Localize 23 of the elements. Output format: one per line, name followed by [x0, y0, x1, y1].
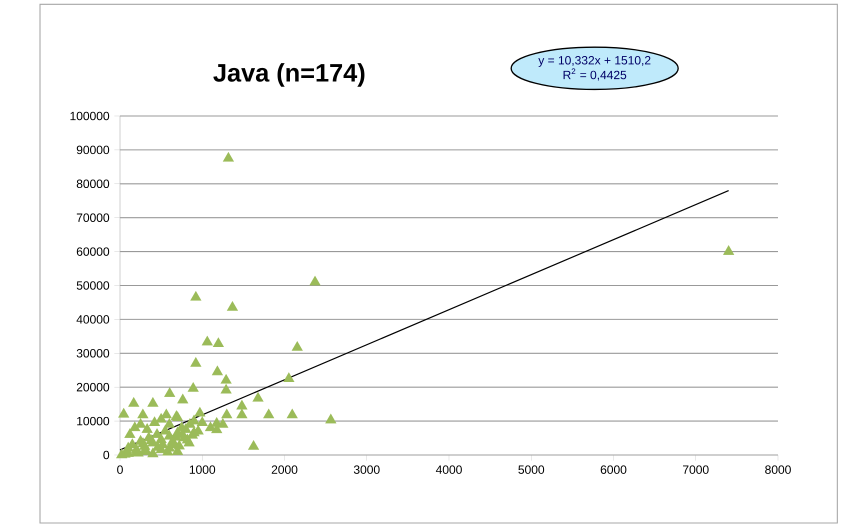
y-tick-label: 10000	[77, 416, 110, 426]
text: y = 10,332x + 1510,2	[538, 56, 650, 67]
y-tick-label: 60000	[76, 247, 110, 256]
y-tick-label: 70000	[76, 213, 110, 222]
y-tick-label: 100000	[70, 112, 110, 120]
y-tick-label: 90000	[76, 146, 110, 154]
y-tick-label: 30000	[76, 349, 110, 358]
y-tick-label: 50000	[76, 281, 110, 290]
y-tick-label: 80000	[76, 180, 110, 188]
x-tick-label: 2000	[272, 465, 298, 474]
chart-title: Java (n=174)	[213, 63, 364, 87]
x-tick-label: 3000	[354, 465, 380, 474]
x-tick-label: 8000	[765, 465, 791, 474]
y-tick-label: 40000	[76, 315, 110, 324]
text: R$^{2}$ = 0,4425	[564, 68, 626, 81]
x-tick-label: 4000	[436, 465, 462, 474]
y-tick-label: 20000	[76, 382, 110, 392]
x-tick-label: 5000	[518, 465, 544, 474]
y-tick-label: 0	[103, 450, 110, 460]
x-tick-label: 0	[117, 465, 123, 474]
x-tick-label: 1000	[190, 465, 216, 474]
x-tick-label: 7000	[683, 465, 709, 474]
x-tick-label: 6000	[600, 465, 626, 474]
